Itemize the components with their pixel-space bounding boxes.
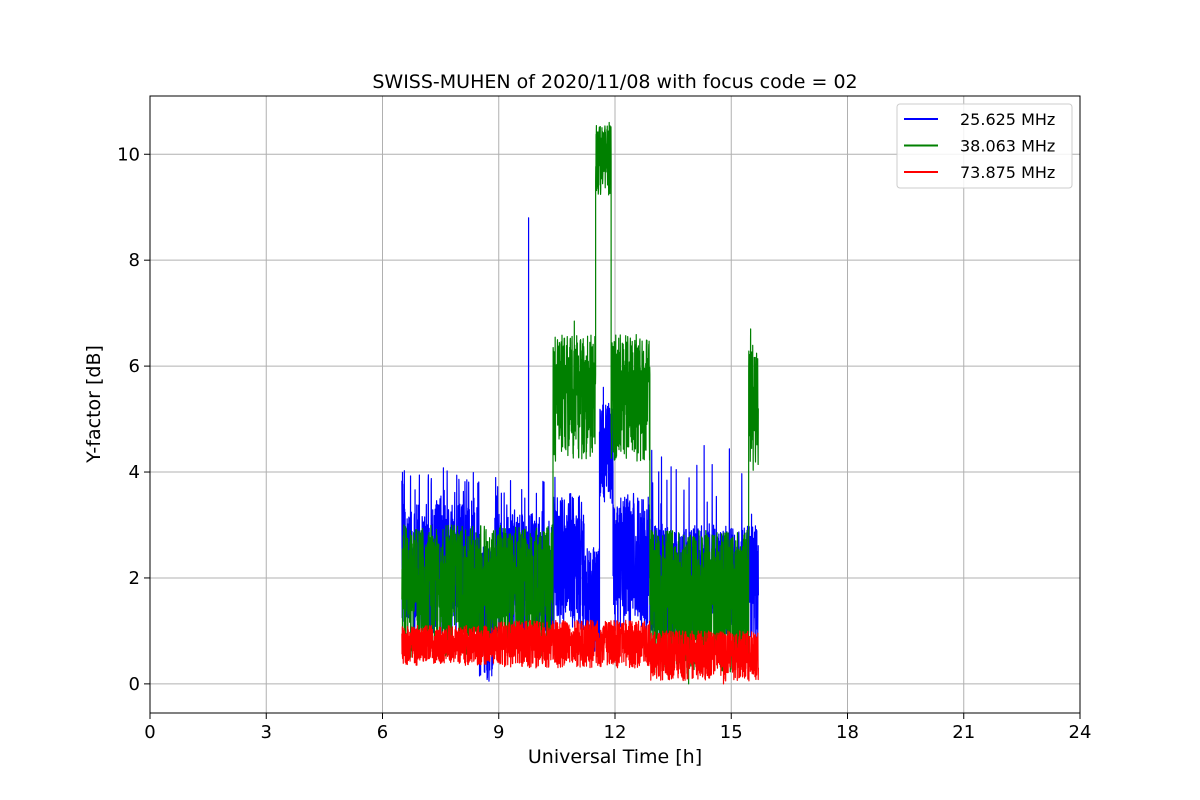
y-tick-label: 2 (129, 568, 140, 589)
legend-box (896, 103, 1073, 189)
y-tick-label: 8 (129, 250, 140, 271)
series-line-2 (401, 121, 759, 685)
y-tick-label: 4 (129, 462, 140, 483)
x-tick-label: 18 (836, 722, 859, 743)
series-layer (401, 121, 759, 685)
y-tick-label: 0 (129, 674, 140, 695)
chart-title: SWISS-MUHEN of 2020/11/08 with focus cod… (372, 71, 857, 93)
x-tick-label: 24 (1069, 722, 1092, 743)
legend-label: 73.875 MHz (960, 163, 1055, 182)
x-tick-label: 12 (604, 722, 627, 743)
y-axis-label: Y-factor [dB] (83, 345, 105, 464)
y-tick-label: 10 (117, 144, 140, 165)
x-tick-label: 21 (952, 722, 975, 743)
x-tick-label: 0 (144, 722, 155, 743)
legend-label: 25.625 MHz (960, 110, 1055, 129)
x-axis-label: Universal Time [h] (528, 746, 702, 768)
y-tick-label: 6 (129, 356, 140, 377)
x-tick-label: 6 (377, 722, 388, 743)
x-tick-label: 15 (720, 722, 743, 743)
legend-label: 38.063 MHz (960, 137, 1055, 156)
legend: 25.625 MHz 38.063 MHz 73.875 MHz (896, 103, 1073, 189)
x-tick-label: 3 (261, 722, 272, 743)
x-tick-label: 9 (493, 722, 504, 743)
series-line-3 (401, 619, 759, 685)
